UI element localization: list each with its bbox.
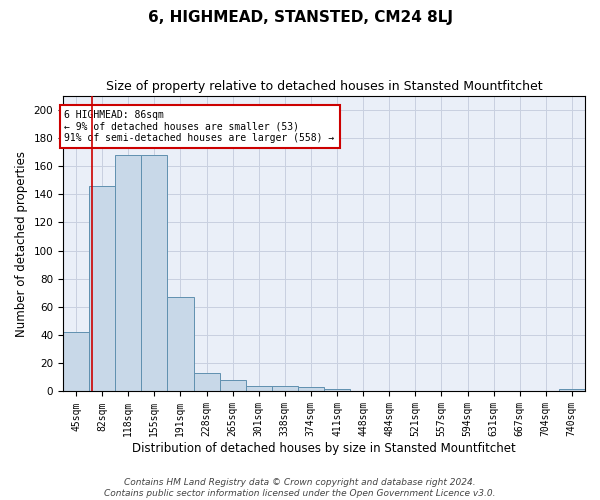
Title: Size of property relative to detached houses in Stansted Mountfitchet: Size of property relative to detached ho… [106,80,542,93]
Bar [167,297,194,392]
Bar [194,373,220,392]
Bar [115,154,142,392]
Bar [559,388,585,392]
Text: Contains HM Land Registry data © Crown copyright and database right 2024.
Contai: Contains HM Land Registry data © Crown c… [104,478,496,498]
Bar [63,332,89,392]
Text: 6, HIGHMEAD, STANSTED, CM24 8LJ: 6, HIGHMEAD, STANSTED, CM24 8LJ [148,10,452,25]
X-axis label: Distribution of detached houses by size in Stansted Mountfitchet: Distribution of detached houses by size … [132,442,516,455]
Bar [245,386,272,392]
Text: 6 HIGHMEAD: 86sqm
← 9% of detached houses are smaller (53)
91% of semi-detached : 6 HIGHMEAD: 86sqm ← 9% of detached house… [64,110,335,143]
Bar [142,154,167,392]
Bar [220,380,245,392]
Bar [272,386,298,392]
Bar [298,387,324,392]
Bar [324,388,350,392]
Y-axis label: Number of detached properties: Number of detached properties [15,150,28,336]
Bar [89,186,115,392]
